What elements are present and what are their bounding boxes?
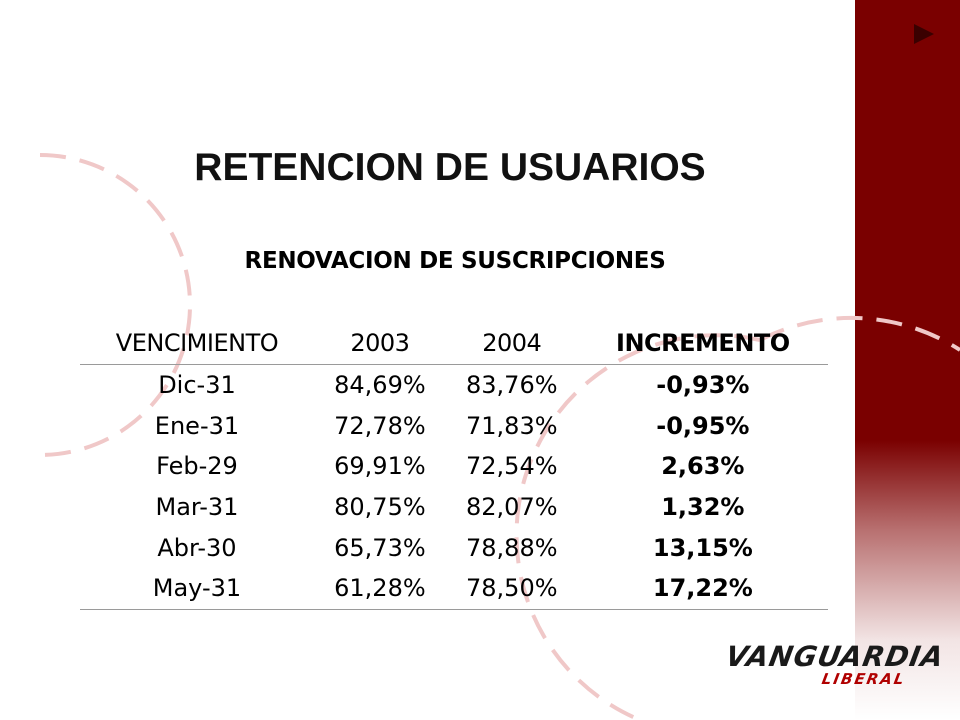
cell-2004: 71,83% bbox=[466, 411, 558, 440]
cell-2003: 84,69% bbox=[334, 371, 426, 400]
vanguardia-liberal-logo: VANGUARDIA LIBERAL bbox=[720, 640, 947, 690]
table-row: Mar-31 80,75% 82,07% 1,32% bbox=[80, 487, 828, 528]
cell-2004: 82,07% bbox=[466, 493, 558, 522]
cell-incremento: 17,22% bbox=[577, 567, 828, 610]
cell-vencimiento: Ene-31 bbox=[154, 411, 240, 440]
cell-incremento: 13,15% bbox=[652, 533, 753, 562]
cell-vencimiento: Mar-31 bbox=[155, 493, 239, 522]
header-incremento: INCREMENTO bbox=[577, 322, 828, 365]
cell-2004: 72,54% bbox=[466, 452, 558, 481]
cell-vencimiento: May-31 bbox=[80, 567, 314, 610]
dashed-arc-top-right bbox=[759, 315, 960, 352]
slide-subtitle: RENOVACION DE SUSCRIPCIONES bbox=[244, 248, 666, 274]
table-row: Feb-29 69,91% 72,54% 2,63% bbox=[80, 446, 828, 487]
cell-incremento: 1,32% bbox=[661, 493, 745, 522]
table-row: Abr-30 65,73% 78,88% 13,15% bbox=[80, 527, 828, 568]
table-row: May-31 61,28% 78,50% 17,22% bbox=[80, 567, 828, 610]
table-row: Dic-31 84,69% 83,76% -0,93% bbox=[80, 365, 828, 406]
cell-2004: 78,88% bbox=[466, 533, 558, 562]
header-2003: 2003 bbox=[313, 322, 446, 365]
cell-vencimiento: Feb-29 bbox=[156, 452, 238, 481]
header-2004: 2004 bbox=[445, 322, 578, 365]
cell-incremento: 2,63% bbox=[661, 452, 745, 481]
cell-incremento: -0,95% bbox=[656, 411, 750, 440]
cell-2003: 72,78% bbox=[334, 411, 426, 440]
renewal-table: VENCIMIENTO 2003 2004 INCREMENTO Dic-31 … bbox=[80, 322, 828, 610]
cell-2004: 83,76% bbox=[466, 371, 558, 400]
play-icon[interactable] bbox=[914, 24, 934, 44]
cell-2004: 78,50% bbox=[445, 567, 578, 610]
right-red-band bbox=[855, 0, 960, 720]
table-header-row: VENCIMIENTO 2003 2004 INCREMENTO bbox=[80, 322, 828, 365]
slide-title: RETENCION DE USUARIOS bbox=[194, 146, 706, 189]
table-row: Ene-31 72,78% 71,83% -0,95% bbox=[80, 406, 828, 447]
cell-2003: 65,73% bbox=[334, 533, 426, 562]
logo-subtext: LIBERAL bbox=[820, 670, 908, 688]
cell-vencimiento: Abr-30 bbox=[157, 533, 237, 562]
cell-incremento: -0,93% bbox=[656, 371, 750, 400]
cell-2003: 80,75% bbox=[334, 493, 426, 522]
cell-vencimiento: Dic-31 bbox=[158, 371, 236, 400]
cell-2003: 61,28% bbox=[313, 567, 446, 610]
logo-wordmark: VANGUARDIA bbox=[723, 640, 947, 673]
header-vencimiento: VENCIMIENTO bbox=[80, 322, 314, 365]
cell-2003: 69,91% bbox=[334, 452, 426, 481]
